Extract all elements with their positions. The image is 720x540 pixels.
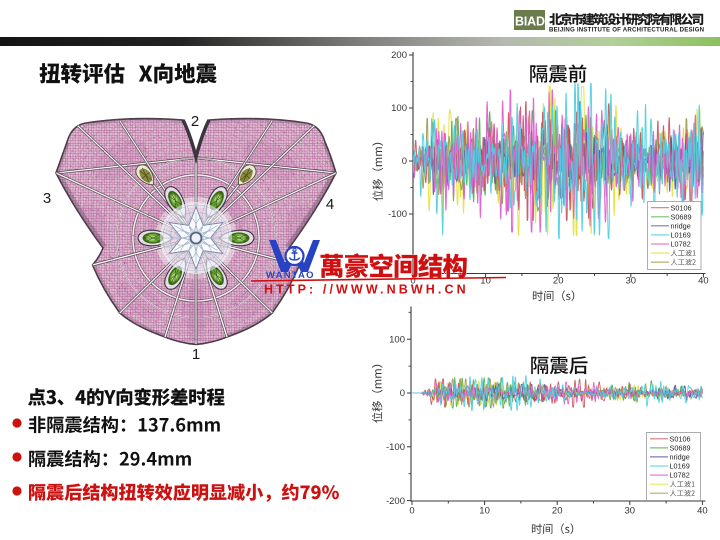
svg-text:L0169: L0169 <box>670 462 690 471</box>
svg-text:0: 0 <box>400 388 405 399</box>
svg-text:0: 0 <box>410 276 415 287</box>
svg-text:0: 0 <box>409 506 414 517</box>
svg-text:-200: -200 <box>386 496 405 507</box>
svg-text:30: 30 <box>626 276 637 287</box>
svg-text:40: 40 <box>698 276 709 287</box>
svg-text:-100: -100 <box>388 209 407 220</box>
svg-text:S0106: S0106 <box>671 203 692 212</box>
svg-text:-100: -100 <box>386 442 405 453</box>
svg-text:L0782: L0782 <box>670 471 690 480</box>
svg-text:20: 20 <box>552 506 563 517</box>
svg-text:WANTAO: WANTAO <box>266 270 315 281</box>
svg-text:3: 3 <box>43 190 51 207</box>
svg-text:10: 10 <box>480 276 491 287</box>
svg-text:10: 10 <box>479 506 490 517</box>
svg-text:L0782: L0782 <box>671 240 691 249</box>
svg-text:200: 200 <box>391 50 407 61</box>
svg-text:S0689: S0689 <box>670 444 691 453</box>
svg-text:100: 100 <box>389 334 405 345</box>
svg-text:40: 40 <box>697 506 708 517</box>
svg-text:HTTP: //WWW.NBWH.CN: HTTP: //WWW.NBWH.CN <box>264 283 469 297</box>
svg-text:S0689: S0689 <box>671 212 692 221</box>
svg-text:1: 1 <box>192 346 200 363</box>
svg-text:100: 100 <box>391 103 407 114</box>
svg-text:30: 30 <box>625 506 636 517</box>
svg-text:2: 2 <box>191 113 199 130</box>
svg-text:BIAD: BIAD <box>515 15 545 29</box>
svg-text:L0169: L0169 <box>671 231 691 240</box>
svg-text:S0106: S0106 <box>670 434 691 443</box>
svg-text:nridge: nridge <box>671 221 691 230</box>
svg-text:BEIJING INSTITUTE OF ARCHITECT: BEIJING INSTITUTE OF ARCHITECTURAL DESIG… <box>549 27 704 34</box>
svg-text:nridge: nridge <box>670 453 690 462</box>
svg-text:20: 20 <box>553 276 564 287</box>
svg-text:4: 4 <box>326 196 334 213</box>
svg-text:0: 0 <box>402 156 407 167</box>
